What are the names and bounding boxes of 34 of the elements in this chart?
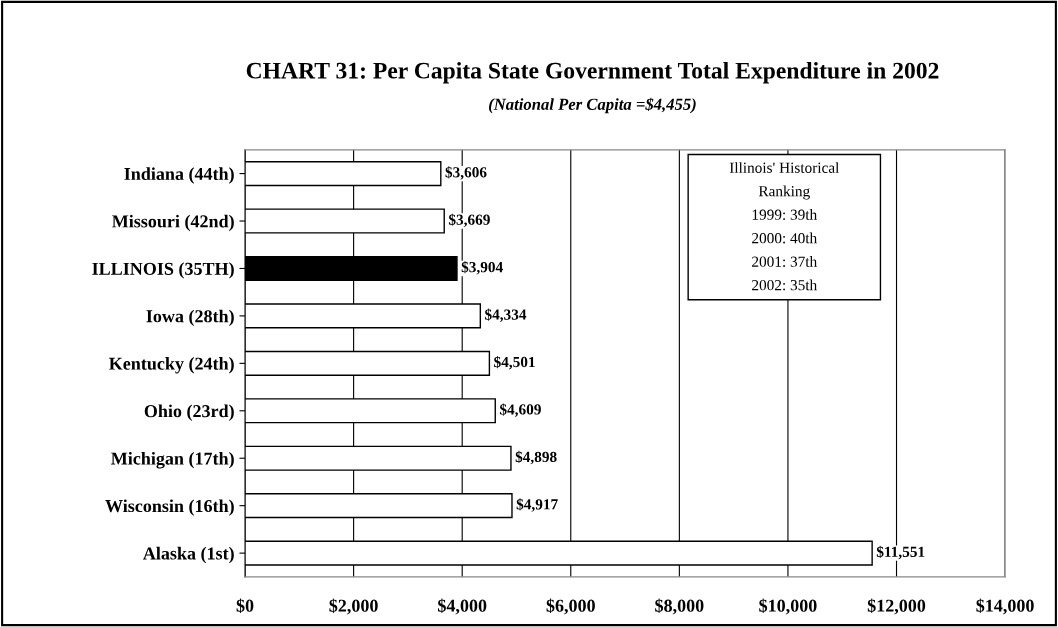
x-tick-label: $6,000 — [546, 598, 595, 615]
annotation: 2001: 37th — [752, 256, 817, 267]
chart-title: CHART 31: Per Capita State Government Total Expenditure in 2002 — [246, 61, 939, 84]
data-label: $4,917 — [516, 498, 558, 512]
chart-subtitle: (National Per Capita =$4,455) — [489, 97, 696, 114]
x-tick-label: $10,000 — [759, 598, 817, 615]
annotation: Ranking — [758, 185, 810, 200]
annotation: 2002: 35th — [752, 279, 817, 291]
x-tick-label: $4,000 — [438, 598, 487, 615]
data-label: $4,501 — [494, 355, 535, 370]
annotation: 1999: 39th — [752, 209, 817, 220]
x-tick-label: $14,000 — [976, 598, 1034, 615]
x-tick-label: $0 — [236, 598, 254, 613]
annotation: 2000: 40th — [752, 232, 817, 244]
x-tick-label: $12,000 — [867, 598, 926, 615]
y-tick-label: ILLINOIS (35TH) — [92, 262, 234, 279]
data-label: $4,898 — [515, 450, 557, 465]
data-label: $3,606 — [445, 166, 487, 180]
annotation: Illinois' Historical — [729, 162, 840, 173]
y-tick-label: Indiana (44th) — [124, 167, 234, 184]
y-tick-label: Wisconsin (16th) — [105, 499, 234, 516]
y-tick-label: Iowa (28th) — [146, 309, 234, 327]
x-tick-label: $8,000 — [655, 598, 704, 615]
y-tick-label: Kentucky (24th) — [109, 357, 234, 374]
data-label: $4,334 — [485, 308, 527, 322]
data-label: $4,609 — [499, 403, 541, 417]
y-tick-label: Michigan (17th) — [111, 451, 234, 469]
x-tick-label: $2,000 — [329, 598, 378, 615]
y-tick-label: Ohio (23rd) — [144, 404, 234, 421]
data-label: $11,551 — [876, 545, 925, 560]
y-tick-label: Alaska (1st) — [143, 546, 234, 564]
data-label: $3,904 — [461, 261, 503, 275]
data-label: $3,669 — [448, 213, 490, 228]
y-tick-label: Missouri (42nd) — [112, 214, 234, 232]
